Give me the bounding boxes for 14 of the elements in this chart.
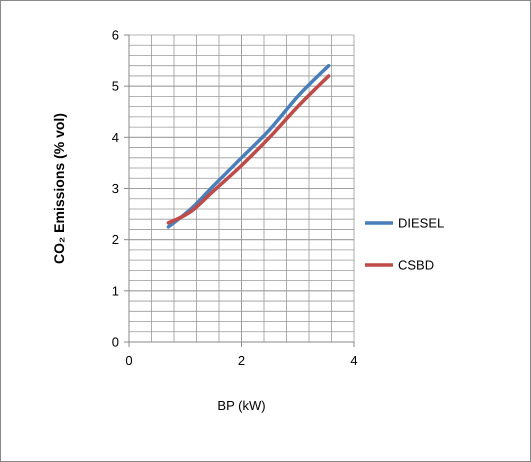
legend-label: CSBD: [398, 258, 434, 273]
x-axis-title: BP (kW): [217, 398, 266, 413]
y-tick-label: 6: [112, 28, 119, 43]
y-tick-label: 0: [112, 334, 119, 350]
y-tick-label: 4: [112, 130, 119, 145]
x-tick-label: 0: [125, 353, 133, 368]
y-tick-label: 5: [112, 78, 119, 94]
y-tick-label: 3: [112, 181, 119, 196]
y-axis-title: CO₂ Emissions (% vol): [51, 113, 67, 264]
x-tick-label: 4: [350, 353, 358, 368]
legend-label: DIESEL: [398, 216, 444, 231]
y-tick-label: 1: [112, 283, 119, 298]
y-tick-label: 2: [112, 232, 119, 248]
x-tick-label: 2: [238, 353, 246, 368]
